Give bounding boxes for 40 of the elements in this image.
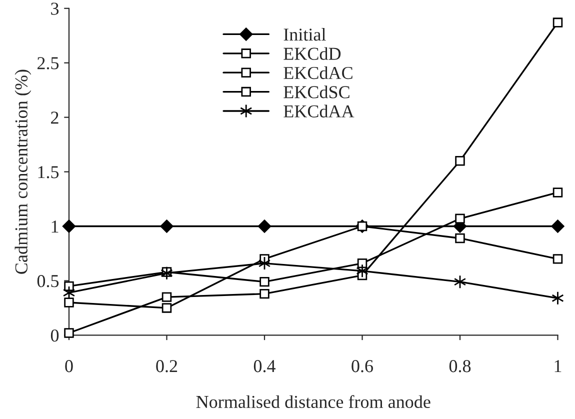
point (160, 220, 174, 233)
y-tick-label: 1.5 (38, 166, 59, 178)
legend-label: EKCdAA (284, 104, 354, 118)
x-tick-label: 0.4 (254, 360, 276, 372)
y-tick-label: 2 (51, 112, 58, 124)
point (260, 276, 270, 287)
point (64, 298, 74, 308)
point (552, 188, 563, 198)
x-tick-label: 0.6 (352, 360, 373, 372)
point (455, 233, 465, 244)
x-tick-label: 0 (65, 360, 73, 372)
point (552, 18, 563, 28)
point (260, 288, 270, 299)
point (455, 214, 465, 224)
point (357, 258, 368, 268)
legend-label: EKCdAC (284, 66, 352, 80)
point (552, 254, 563, 264)
point (552, 291, 564, 306)
x-tick-label: 0.2 (156, 360, 178, 372)
y-tick-label: 2.5 (38, 57, 59, 70)
x-tick-label: 1 (554, 360, 562, 372)
point (62, 220, 76, 233)
point (356, 264, 368, 278)
legend-label: EKCdD (284, 47, 341, 60)
point (551, 220, 564, 233)
point (162, 303, 172, 313)
y-tick-label: 3 (51, 2, 59, 15)
x-axis-title: Normalised distance from anode (196, 395, 430, 408)
y-tick-label: 0.5 (37, 274, 59, 288)
point (258, 220, 272, 233)
point (160, 266, 173, 280)
point (64, 328, 74, 338)
y-tick-label: 0 (50, 329, 59, 342)
y-tick-label: 1 (52, 220, 58, 233)
y-axis-title: Cadmium concentration (%) (14, 70, 32, 274)
legend-label: Initial (284, 28, 326, 41)
legend-label: EKCdSC (284, 86, 350, 98)
point (162, 292, 172, 302)
point (455, 156, 465, 166)
x-tick-label: 0.8 (449, 360, 471, 372)
